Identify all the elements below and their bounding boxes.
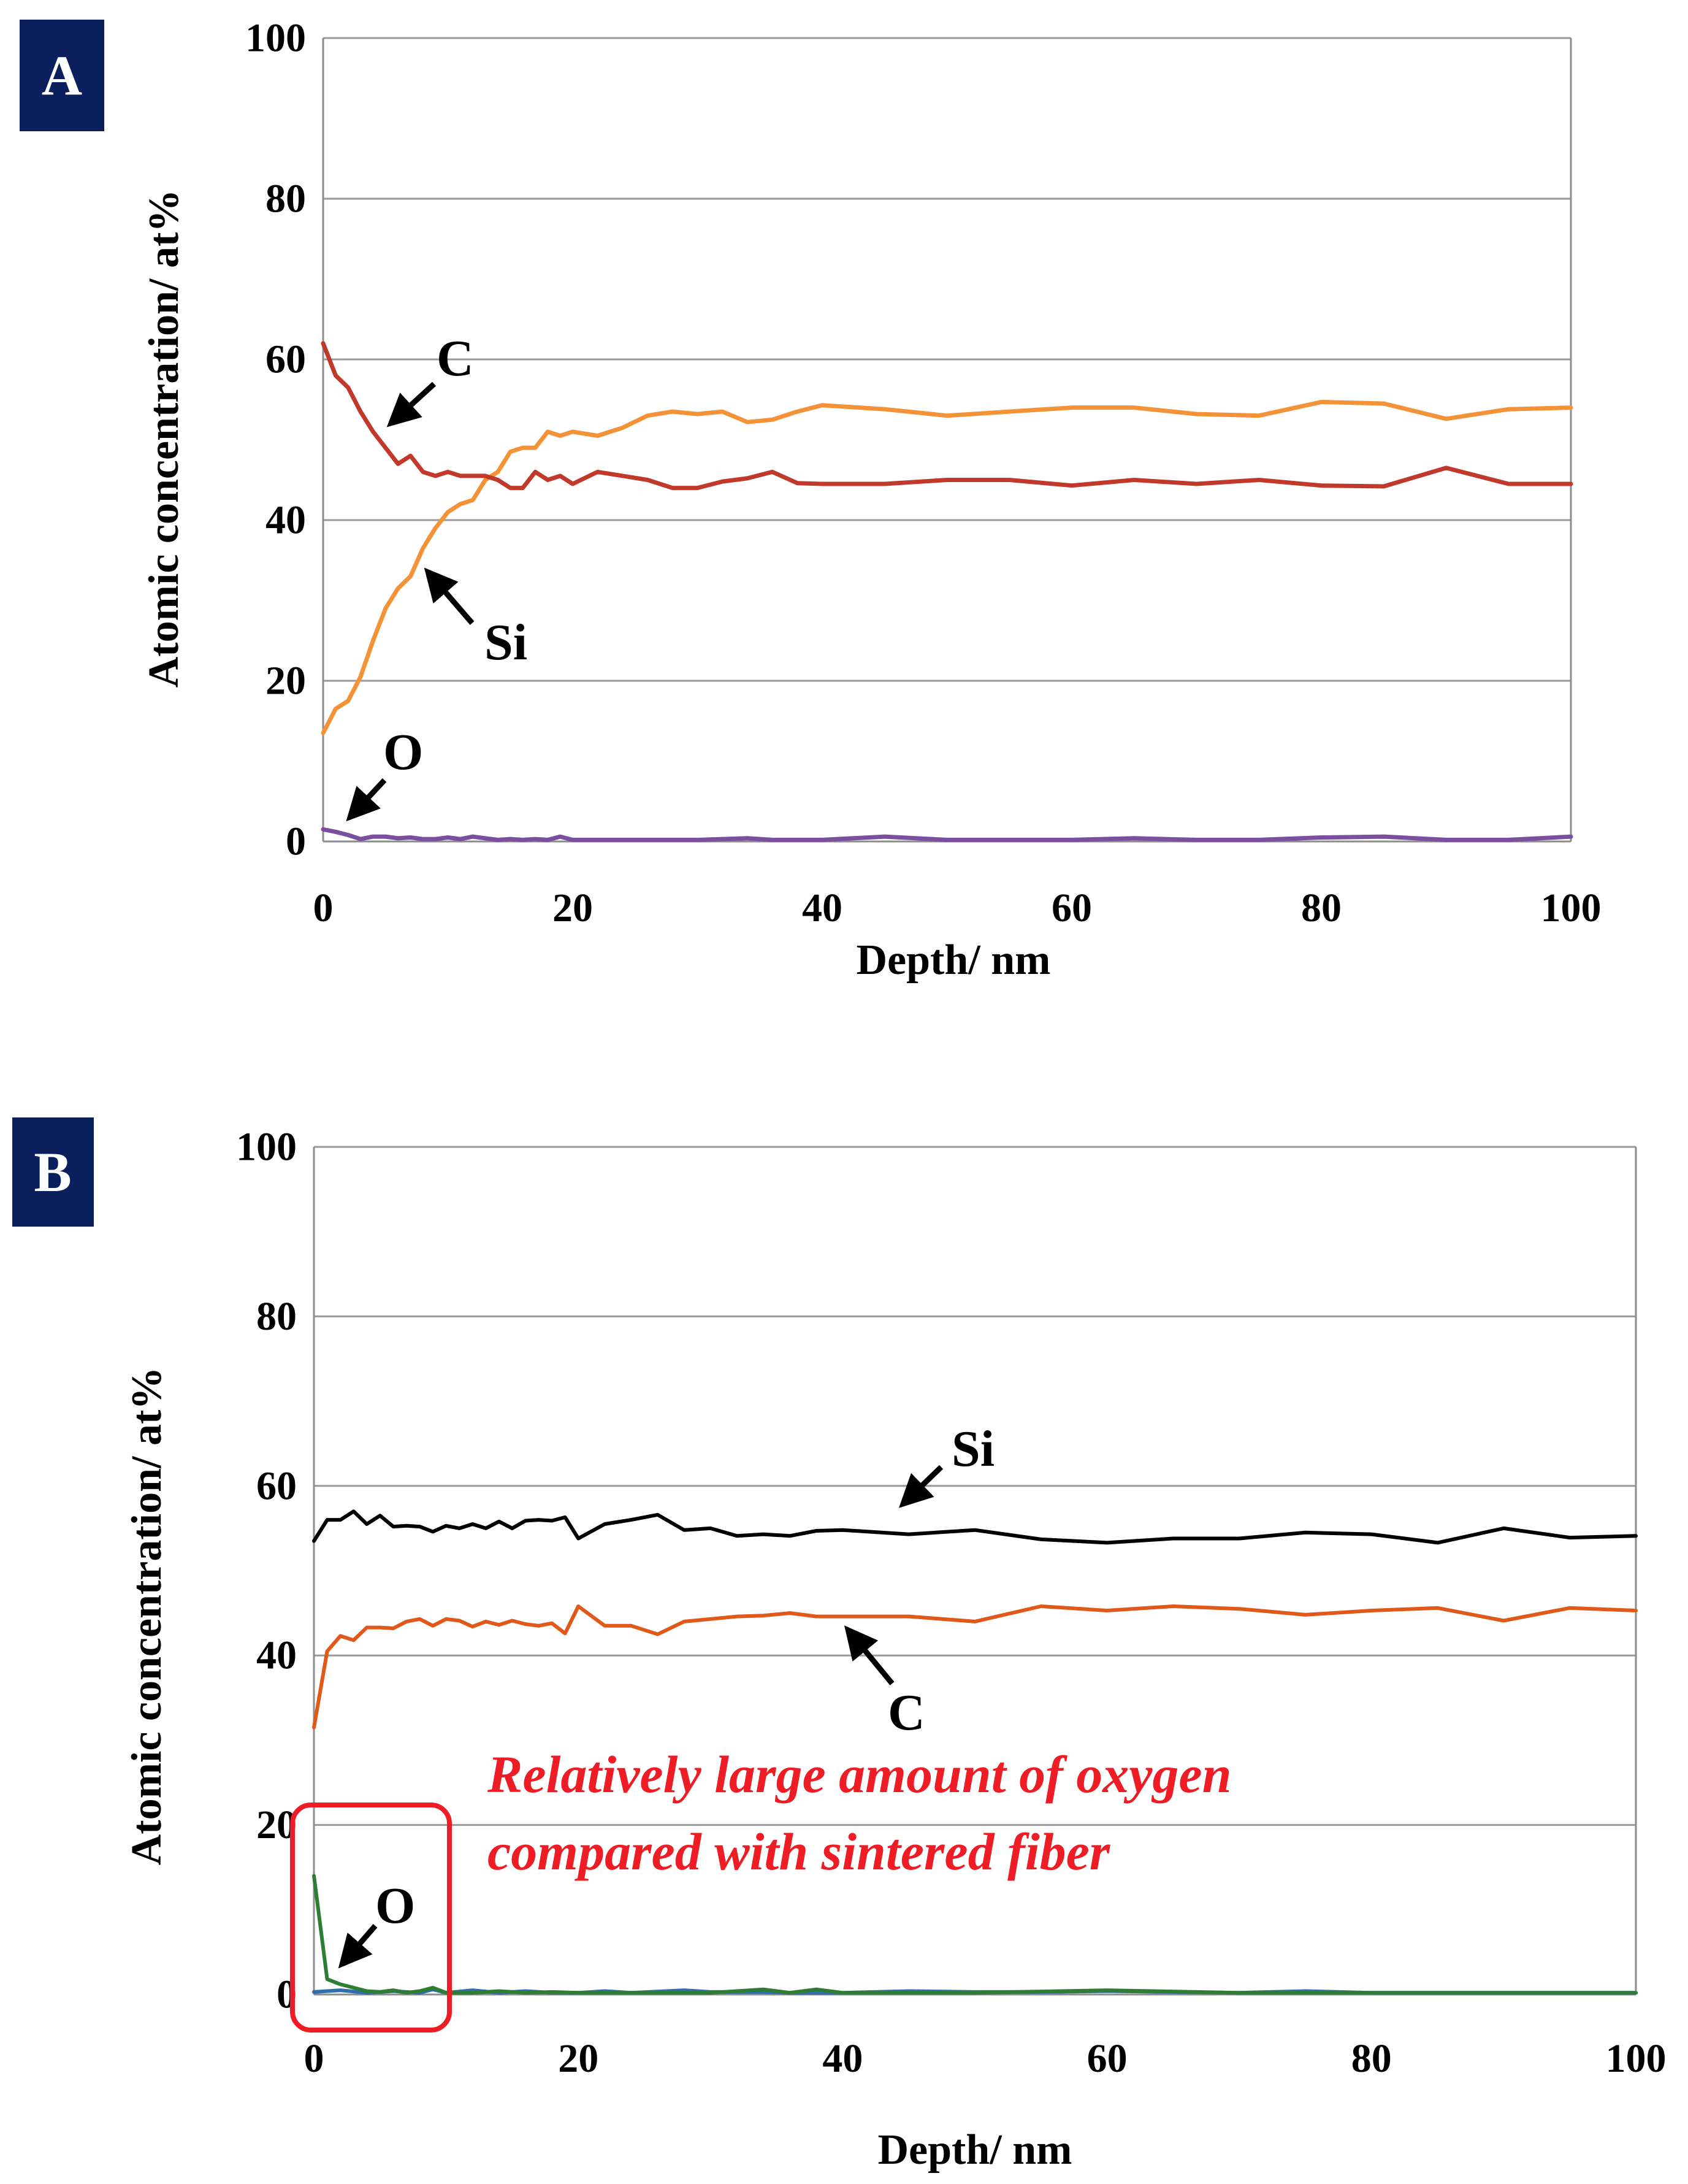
panel-a-y-tick-label: 100: [245, 16, 306, 61]
panel-b-label-o: O: [375, 1877, 415, 1934]
panel-b-x-tick-label: 100: [1606, 2036, 1667, 2081]
panel-a-x-tick-label: 100: [1541, 886, 1602, 930]
panel-a-y-tick-label: 80: [265, 177, 306, 221]
panel-a-label-si: Si: [484, 614, 527, 671]
panel-b-arrow-c: [844, 1625, 895, 1685]
panel-a-series-line-c: [321, 341, 1573, 491]
panel-a-badge: [20, 20, 104, 131]
panel-b-series-line-c: [312, 1604, 1638, 1730]
panel-b-series: [312, 1509, 1638, 1995]
panel-a-x-tick-label: 20: [552, 886, 593, 930]
panel-b-letter: B: [34, 1141, 71, 1203]
panel-b-badge: [12, 1117, 94, 1227]
panel-b-x-axis-title: Depth/ nm: [878, 2126, 1072, 2174]
panel-a-y-ticks: 0 20 40 60 80 100: [245, 16, 306, 864]
panel-a-label-o: O: [383, 724, 423, 781]
panel-a-y-axis-title: Atomic concentration/ at%: [140, 190, 188, 688]
panel-a-x-tick-label: 60: [1052, 886, 1092, 930]
annotation-line-2: compared with sintered fiber: [487, 1822, 1111, 1881]
panel-a-y-tick-label: 40: [265, 498, 306, 543]
panel-b-x-tick-label: 0: [304, 2036, 324, 2081]
panel-a-y-tick-label: 20: [265, 659, 306, 703]
annotation-line-1: Relatively large amount of oxygen: [487, 1745, 1231, 1804]
panel-b-label-si: Si: [952, 1420, 995, 1477]
panel-a-arrow-c: [386, 381, 437, 427]
panel-a-x-tick-label: 0: [313, 886, 334, 930]
panel-a-arrow-si: [424, 567, 475, 625]
panel-b-x-tick-label: 60: [1087, 2036, 1128, 2081]
panel-b-x-ticks: 0 20 40 60 80 100: [304, 2036, 1667, 2081]
panel-b-y-tick-label: 60: [256, 1463, 297, 1508]
panel-a-y-tick-label: 0: [286, 819, 306, 864]
panel-b-y-tick-label: 100: [236, 1125, 297, 1170]
panel-b-series-line-o: [312, 1874, 1638, 1995]
panel-a-y-tick-label: 60: [265, 337, 306, 382]
panel-a-x-tick-label: 40: [802, 886, 842, 930]
panel-a-letter: A: [42, 44, 82, 107]
panel-b-label-c: C: [888, 1684, 925, 1741]
panel-b-y-tick-label: 40: [256, 1633, 297, 1678]
panel-a-x-axis-title: Depth/ nm: [857, 937, 1051, 984]
panel-b-x-tick-label: 40: [822, 2036, 863, 2081]
panel-a-grid: [323, 37, 1571, 682]
panel-a-frame: [322, 38, 1572, 843]
panel-a-arrow-o: [346, 778, 387, 822]
panel-a-series-line-o: [321, 827, 1573, 842]
panel-a-series: [321, 341, 1573, 842]
panel-a-x-tick-label: 80: [1301, 886, 1342, 930]
panel-a-series-line-si: [321, 399, 1573, 735]
chart-panel-b: B 0 20 40 60 80 100 0 20 40 60 80 100 Depth/ nm At…: [12, 1117, 1667, 2174]
panel-a-label-c: C: [437, 330, 474, 387]
panel-b-y-axis-title: Atomic concentration/ at%: [123, 1367, 170, 1866]
panel-b-series-line-si: [312, 1509, 1638, 1545]
oxygen-highlight-box: [290, 1803, 452, 2033]
panel-b-arrow-o: [338, 1924, 378, 1969]
panel-b-x-tick-label: 20: [558, 2036, 598, 2081]
panel-b-arrow-si: [898, 1465, 944, 1508]
panel-b-grid: [314, 1146, 1636, 1826]
panel-a-x-ticks: 0 20 40 60 80 100: [313, 886, 1602, 930]
panel-b-y-tick-label: 80: [256, 1294, 297, 1339]
chart-panel-a: A 0 20 40 60 80 100 0 20 40 60 80 100 Depth/ nm At…: [20, 16, 1602, 984]
panel-b-x-tick-label: 80: [1351, 2036, 1392, 2081]
